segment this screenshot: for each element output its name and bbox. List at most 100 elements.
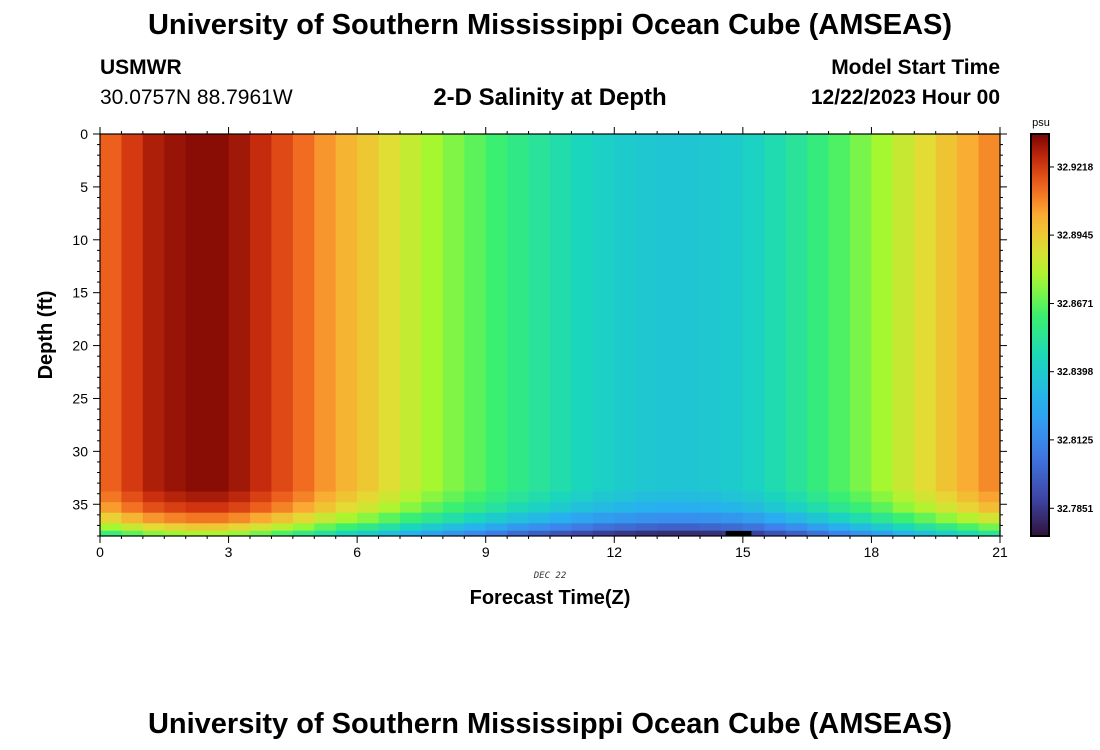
heatmap-cell bbox=[892, 502, 915, 514]
x-tick-label: 0 bbox=[96, 544, 104, 560]
y-tick-label: 20 bbox=[72, 338, 88, 354]
heatmap-cell bbox=[335, 530, 358, 537]
station-coordinates: 30.0757N 88.7961W bbox=[100, 86, 293, 109]
heatmap-cell bbox=[207, 134, 230, 492]
heatmap-cell bbox=[271, 491, 294, 503]
heatmap-cell bbox=[142, 512, 165, 524]
heatmap-cell bbox=[914, 512, 937, 524]
heatmap-cell bbox=[464, 512, 487, 524]
heatmap-cell bbox=[271, 134, 294, 492]
heatmap-cell bbox=[185, 512, 208, 524]
heatmap-cell bbox=[892, 134, 915, 492]
heatmap-cell bbox=[914, 134, 937, 492]
heatmap-cell bbox=[485, 530, 508, 537]
heatmap-cell bbox=[250, 134, 273, 492]
heatmap-cell bbox=[721, 134, 744, 492]
heatmap-cell bbox=[914, 523, 937, 532]
heatmap-cell bbox=[914, 491, 937, 503]
heatmap-cell bbox=[635, 502, 658, 514]
heatmap-cell bbox=[850, 502, 873, 514]
heatmap-cell bbox=[485, 512, 508, 524]
heatmap-cell bbox=[742, 502, 765, 514]
heatmap-cell bbox=[507, 491, 530, 503]
heatmap-cell bbox=[100, 134, 123, 492]
heatmap-cell bbox=[957, 134, 980, 492]
y-tick-label: 0 bbox=[80, 126, 88, 142]
heatmap-cell bbox=[871, 502, 894, 514]
heatmap-cell bbox=[635, 134, 658, 492]
heatmap-cell bbox=[250, 491, 273, 503]
x-tick-label: 12 bbox=[606, 544, 622, 560]
heatmap-cell bbox=[935, 523, 958, 532]
heatmap-cell bbox=[228, 512, 251, 524]
heatmap-cell bbox=[400, 491, 423, 503]
heatmap-cell bbox=[121, 512, 144, 524]
heatmap-cell bbox=[400, 530, 423, 537]
heatmap-cell bbox=[378, 134, 401, 492]
heatmap-cell bbox=[442, 502, 465, 514]
heatmap-cell bbox=[657, 491, 680, 503]
heatmap-cell bbox=[721, 491, 744, 503]
heatmap-cell bbox=[935, 502, 958, 514]
heatmap-cell bbox=[935, 512, 958, 524]
heatmap-cell bbox=[142, 502, 165, 514]
heatmap-cell bbox=[678, 523, 701, 532]
heatmap-cell bbox=[592, 134, 615, 492]
heatmap-cell bbox=[314, 502, 337, 514]
heatmap-cell bbox=[185, 502, 208, 514]
heatmap-cell bbox=[292, 502, 315, 514]
y-tick-label: 30 bbox=[72, 443, 88, 459]
heatmap-cell bbox=[185, 523, 208, 532]
heatmap-cell bbox=[485, 491, 508, 503]
heatmap-cell bbox=[292, 512, 315, 524]
heatmap-cell bbox=[185, 491, 208, 503]
heatmap-cell bbox=[785, 491, 808, 503]
heatmap-cell bbox=[271, 512, 294, 524]
model-start-value: 12/22/2023 Hour 00 bbox=[810, 86, 1000, 109]
heatmap-cell bbox=[807, 491, 830, 503]
heatmap-cell bbox=[314, 512, 337, 524]
heatmap-cell bbox=[100, 491, 123, 503]
heatmap-cell bbox=[185, 134, 208, 492]
heatmap-cell bbox=[721, 502, 744, 514]
x-axis-label: Forecast Time(Z) bbox=[470, 587, 631, 609]
heatmap-cell bbox=[442, 530, 465, 537]
heatmap-cell bbox=[507, 502, 530, 514]
heatmap-cell bbox=[957, 523, 980, 532]
heatmap-cell bbox=[378, 530, 401, 537]
colorbar-tick-label: 32.8398 bbox=[1057, 367, 1094, 378]
heatmap-cell bbox=[400, 512, 423, 524]
chart-axes: 0 3 6 9 12 15 18 21 0 5 10 15 20 25 30 35 bbox=[72, 126, 1008, 560]
colorbar-gradient bbox=[1030, 133, 1050, 537]
heatmap-cell bbox=[935, 134, 958, 492]
heatmap-cell bbox=[485, 523, 508, 532]
y-tick-label: 25 bbox=[72, 390, 88, 406]
heatmap-cell bbox=[700, 523, 723, 532]
heatmap-cell bbox=[357, 134, 380, 492]
heatmap-cell bbox=[314, 491, 337, 503]
heatmap-cell bbox=[250, 530, 273, 537]
heatmap-cell bbox=[442, 523, 465, 532]
heatmap-cell bbox=[935, 491, 958, 503]
heatmap-cell bbox=[121, 134, 144, 492]
heatmap-cell bbox=[635, 491, 658, 503]
axis-marker bbox=[725, 531, 752, 536]
heatmap-cell bbox=[678, 530, 701, 537]
heatmap-cell bbox=[442, 491, 465, 503]
heatmap-cell bbox=[378, 491, 401, 503]
x-tick-label: 9 bbox=[482, 544, 490, 560]
heatmap-cell bbox=[785, 134, 808, 492]
heatmap-cell bbox=[528, 134, 551, 492]
colorbar: 32.9218 32.8945 32.8671 32.8398 32.8125 32.78… bbox=[1030, 133, 1094, 537]
heatmap-cell bbox=[764, 491, 787, 503]
heatmap-cell bbox=[121, 491, 144, 503]
heatmap-cell bbox=[764, 530, 787, 537]
heatmap-cell bbox=[292, 134, 315, 492]
heatmap-cell bbox=[807, 502, 830, 514]
colorbar-tick-label: 32.7851 bbox=[1057, 504, 1094, 515]
heatmap-cell bbox=[957, 530, 980, 537]
y-tick-label: 10 bbox=[72, 232, 88, 248]
heatmap-cell bbox=[335, 502, 358, 514]
heatmap-cell bbox=[957, 491, 980, 503]
heatmap-cell bbox=[485, 502, 508, 514]
